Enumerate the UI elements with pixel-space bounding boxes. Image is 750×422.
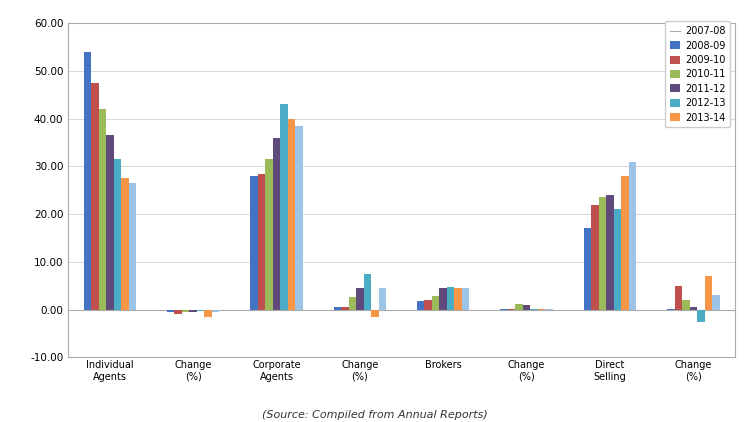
Bar <box>379 288 386 310</box>
Bar <box>356 288 364 310</box>
Bar <box>667 308 674 310</box>
Bar <box>98 109 106 310</box>
Bar <box>190 310 197 312</box>
Bar <box>598 197 606 310</box>
Bar <box>212 310 220 312</box>
Bar <box>258 173 266 310</box>
Bar <box>197 310 205 311</box>
Bar <box>424 300 432 310</box>
Bar <box>167 310 175 312</box>
Bar <box>545 309 553 310</box>
Bar <box>621 176 628 310</box>
Bar <box>205 310 212 317</box>
Bar <box>530 309 538 310</box>
Bar <box>515 304 523 310</box>
Bar <box>113 159 121 310</box>
Bar <box>614 209 621 310</box>
Legend: 2007-08, 2008-09, 2009-10, 2010-11, 2011-12, 2012-13, 2013-14: 2007-08, 2008-09, 2009-10, 2010-11, 2011… <box>665 22 730 127</box>
Bar <box>91 83 98 310</box>
Bar <box>334 307 341 310</box>
Bar <box>371 310 379 317</box>
Bar <box>432 296 439 310</box>
Bar <box>83 52 91 310</box>
Bar <box>462 288 470 310</box>
Bar <box>689 307 697 310</box>
Bar <box>440 288 447 310</box>
Bar <box>175 310 182 314</box>
Bar <box>341 307 349 310</box>
Bar <box>508 309 515 310</box>
Bar <box>523 305 530 310</box>
Bar <box>121 179 128 310</box>
Text: (Source: Compiled from Annual Reports): (Source: Compiled from Annual Reports) <box>262 410 488 420</box>
Bar <box>364 274 371 310</box>
Bar <box>697 310 704 322</box>
Bar <box>128 183 136 310</box>
Bar <box>296 126 303 310</box>
Bar <box>500 309 508 310</box>
Bar <box>280 104 288 310</box>
Bar <box>591 205 598 310</box>
Bar <box>106 135 113 310</box>
Bar <box>288 119 296 310</box>
Bar <box>538 309 545 310</box>
Bar <box>182 310 190 312</box>
Bar <box>628 162 636 310</box>
Bar <box>606 195 613 310</box>
Bar <box>273 138 280 310</box>
Bar <box>447 287 454 310</box>
Bar <box>349 297 356 310</box>
Bar <box>674 286 682 310</box>
Bar <box>454 288 462 310</box>
Bar <box>251 176 258 310</box>
Bar <box>704 276 712 310</box>
Bar <box>266 159 273 310</box>
Bar <box>584 228 591 310</box>
Bar <box>682 300 689 310</box>
Bar <box>417 301 424 310</box>
Bar <box>712 295 719 310</box>
